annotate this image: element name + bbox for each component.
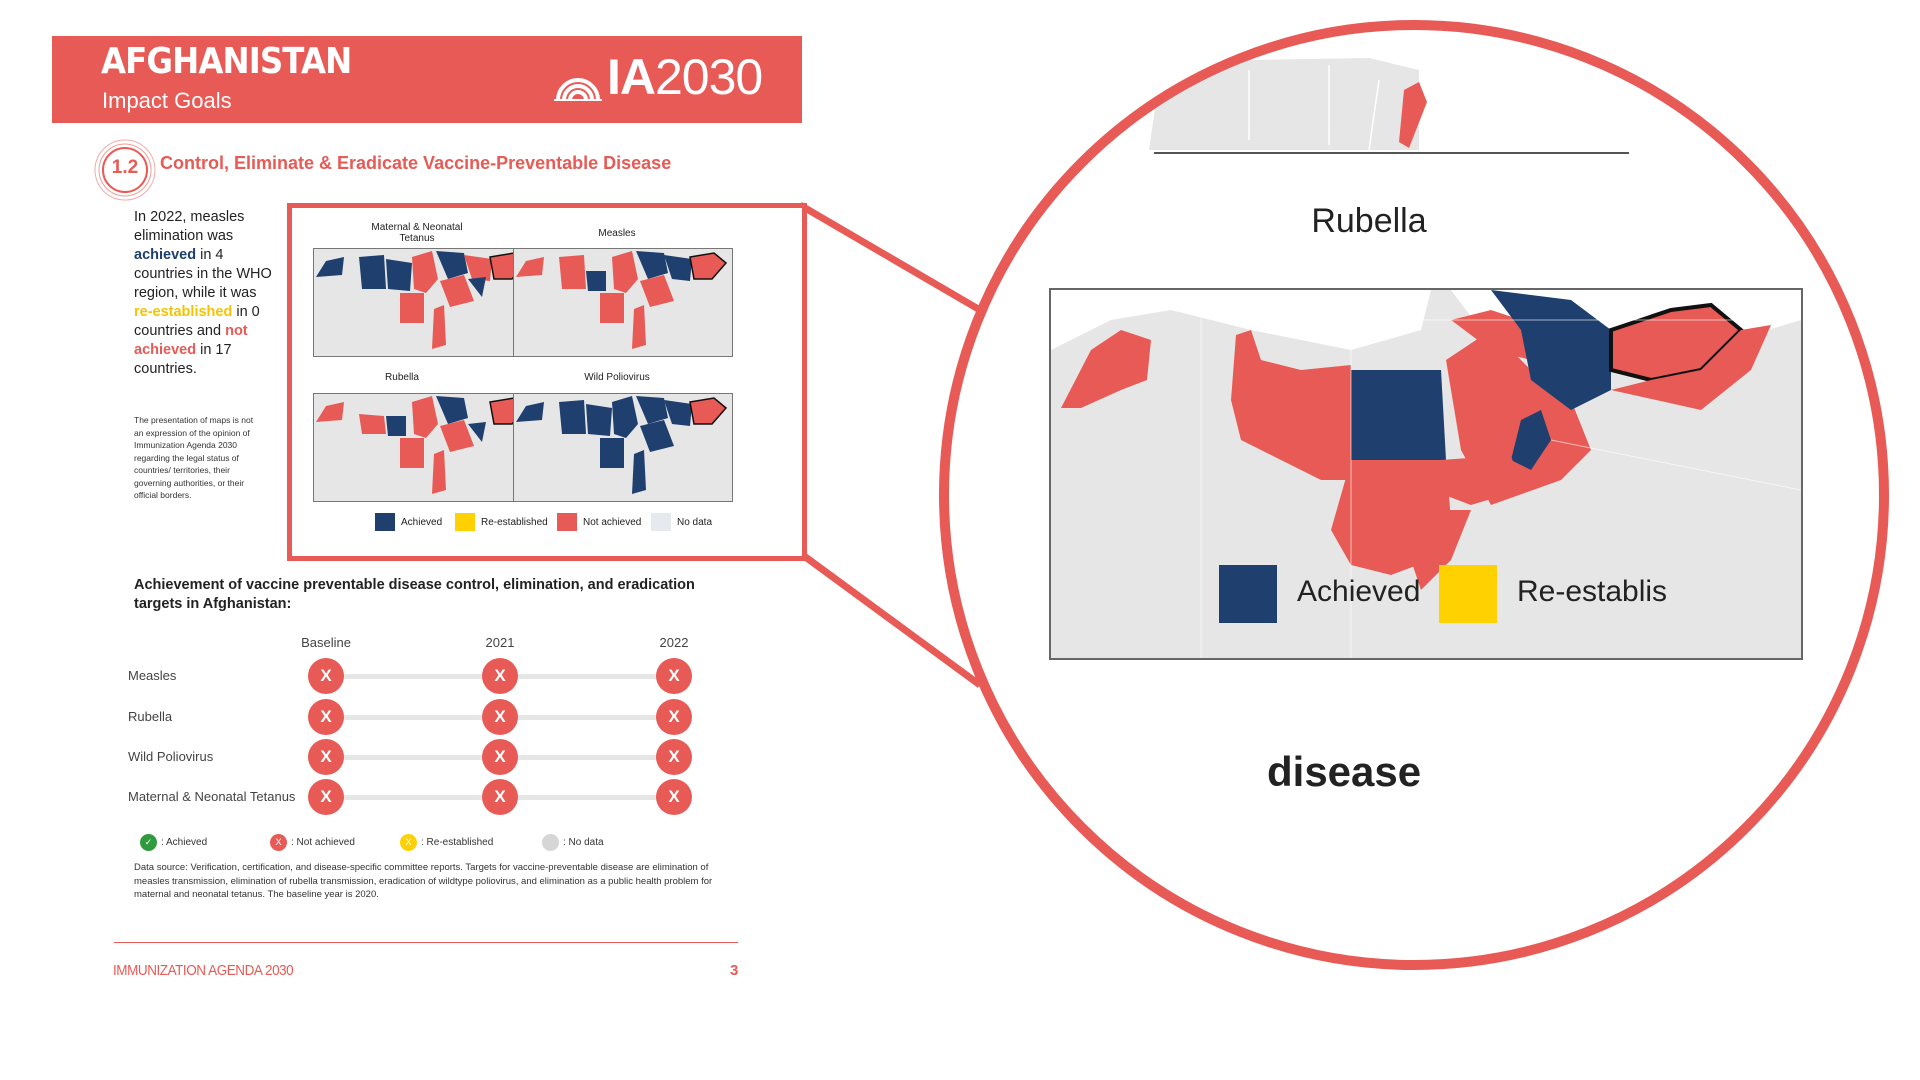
zoom-magnifier: Rubella <box>939 20 1889 970</box>
section-badge: 1.2 <box>92 137 158 203</box>
rainbow-logo-icon <box>554 78 602 101</box>
footer-title: IMMUNIZATION AGENDA 2030 <box>113 962 294 979</box>
footer-rule <box>114 942 738 943</box>
country-title: AFGHANISTAN <box>101 41 352 82</box>
not-achieved-marker: X <box>656 658 692 694</box>
map-title-polio: Wild Poliovirus <box>584 372 650 383</box>
not-achieved-text: not achieved <box>134 323 248 358</box>
data-source-note: Data source: Verification, certification… <box>134 862 713 900</box>
legend-swatch-no-data <box>651 513 671 531</box>
map-mnt <box>313 248 533 357</box>
not-achieved-marker: X <box>308 779 344 815</box>
section-title: Control, Eliminate & Eradicate Vaccine-P… <box>160 153 672 173</box>
check-icon: ✓ <box>140 834 157 851</box>
key-not-achieved: X: Not achieved <box>270 834 355 851</box>
section-circle-icon <box>94 139 156 201</box>
maps-panel: Maternal & Neonatal Tetanus Measles <box>287 203 807 561</box>
row-label-wild-poliovirus: Wild Poliovirus <box>128 749 214 764</box>
not-achieved-marker: X <box>482 779 518 815</box>
row-label-measles: Measles <box>128 668 177 683</box>
map-title-mnt: Maternal & Neonatal Tetanus <box>371 222 463 244</box>
x-icon: X <box>270 834 287 851</box>
map-disclaimer: The presentation of maps is not an expre… <box>134 415 254 500</box>
header-subtitle: Impact Goals <box>102 88 232 113</box>
not-achieved-marker: X <box>308 739 344 775</box>
page-header: AFGHANISTAN Impact Goals IA2030 <box>52 36 802 123</box>
map-measles <box>513 248 733 357</box>
zoom-map-title: Rubella <box>1311 202 1427 240</box>
map-title-rubella: Rubella <box>385 372 419 383</box>
key-achieved: ✓: Achieved <box>140 834 207 851</box>
maps-legend: Achieved Re-established Not achieved No … <box>375 513 775 535</box>
row-label-mnt: Maternal & Neonatal Tetanus <box>128 789 296 804</box>
map-title-measles: Measles <box>598 228 636 239</box>
zoom-legend-label-reestablished: Re-establis <box>1517 575 1668 608</box>
legend-swatch-achieved <box>375 513 395 531</box>
not-achieved-marker: X <box>656 699 692 735</box>
column-header-2022: 2022 <box>659 635 689 650</box>
zoom-top-map-fragment <box>1149 58 1629 154</box>
not-achieved-marker: X <box>656 779 692 815</box>
ia2030-logo: IA2030 <box>552 44 782 116</box>
not-achieved-marker: X <box>308 658 344 694</box>
column-header-baseline: Baseline <box>301 635 351 650</box>
logo-wordmark: IA2030 <box>607 49 763 105</box>
zoom-legend-label-achieved: Achieved <box>1297 575 1421 608</box>
legend-label-not-achieved: Not achieved <box>583 517 642 528</box>
section-number: 1.2 <box>111 157 139 178</box>
legend-label-reestablished: Re-established <box>481 517 548 528</box>
x-icon: X <box>400 834 417 851</box>
map-wild-polio <box>513 393 733 502</box>
key-no-data: : No data <box>542 834 604 851</box>
legend-swatch-not-achieved <box>557 513 577 531</box>
zoom-rubella-map <box>1049 288 1803 660</box>
reestablished-text: re-established <box>134 304 233 320</box>
page-number: 3 <box>730 962 739 979</box>
not-achieved-marker: X <box>308 699 344 735</box>
legend-label-achieved: Achieved <box>401 517 443 528</box>
map-rubella <box>313 393 533 502</box>
not-achieved-marker: X <box>482 739 518 775</box>
column-header-2021: 2021 <box>485 635 515 650</box>
zoom-legend-swatch-achieved <box>1219 565 1277 623</box>
not-achieved-marker: X <box>656 739 692 775</box>
zoom-cut-text: disease <box>1267 748 1422 795</box>
achieved-text: achieved <box>134 247 197 263</box>
achievement-title: Achievement of vaccine preventable disea… <box>134 577 695 612</box>
measles-narrative: In 2022, measles elimination was achieve… <box>134 209 272 377</box>
no-data-dot-icon <box>542 834 559 851</box>
legend-swatch-reestablished <box>455 513 475 531</box>
key-reestablished: X: Re-established <box>400 834 493 851</box>
zoom-legend-swatch-reestablished <box>1439 565 1497 623</box>
not-achieved-marker: X <box>482 658 518 694</box>
legend-label-no-data: No data <box>677 517 713 528</box>
row-label-rubella: Rubella <box>128 709 173 724</box>
not-achieved-marker: X <box>482 699 518 735</box>
